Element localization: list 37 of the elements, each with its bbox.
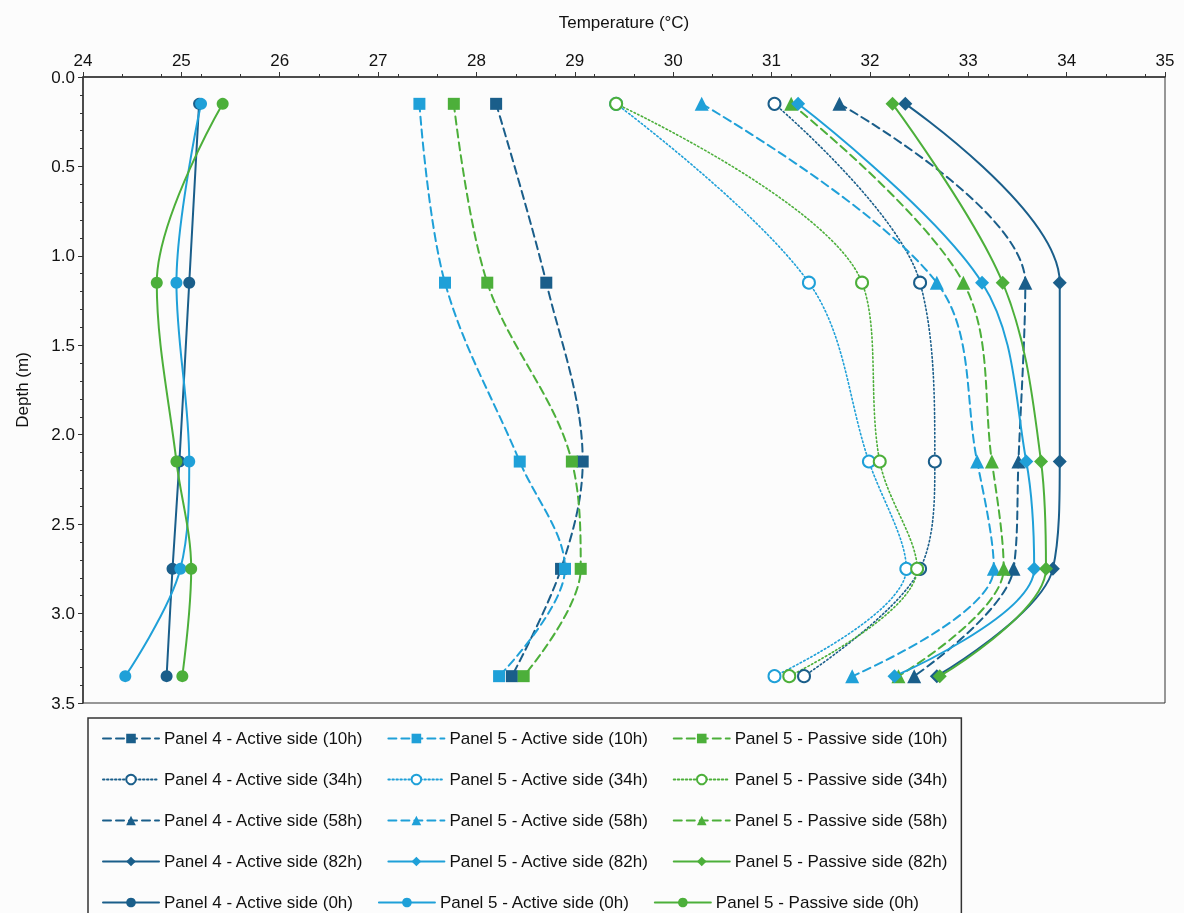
y-tick-label: 3.5 [51, 693, 75, 713]
y-tick-label: 1.5 [51, 335, 75, 355]
legend-label: Panel 4 - Active side (0h) [164, 893, 353, 912]
x-tick-label: 24 [73, 51, 93, 70]
y-axis-title: Depth (m) [13, 352, 32, 428]
y-tick-label: 1.0 [51, 246, 75, 266]
legend-label: Panel 5 - Active side (82h) [449, 852, 648, 871]
legend-label: Panel 4 - Active side (82h) [164, 852, 363, 871]
legend-label: Panel 5 - Passive side (58h) [734, 811, 948, 830]
x-tick-label: 27 [368, 51, 388, 70]
y-tick-label: 2.5 [51, 514, 75, 534]
x-tick-label: 35 [1155, 51, 1175, 70]
x-tick-label: 33 [958, 51, 978, 70]
x-tick-label: 31 [762, 51, 782, 70]
legend-label: Panel 4 - Active side (10h) [164, 729, 363, 748]
x-tick-label: 25 [171, 51, 191, 70]
x-tick-label: 29 [565, 51, 585, 70]
legend-label: Panel 5 - Passive side (0h) [715, 893, 919, 912]
x-tick-label: 28 [466, 51, 486, 70]
legend-label: Panel 5 - Passive side (82h) [734, 852, 948, 871]
legend-label: Panel 5 - Active side (58h) [449, 811, 648, 830]
legend-label: Panel 5 - Passive side (34h) [734, 770, 948, 789]
y-tick-label: 0.0 [51, 67, 75, 87]
y-tick-label: 2.0 [51, 425, 75, 445]
legend-label: Panel 4 - Active side (58h) [164, 811, 363, 830]
legend-label: Panel 5 - Passive side (10h) [734, 729, 948, 748]
legend-label: Panel 5 - Active side (10h) [449, 729, 648, 748]
legend-label: Panel 4 - Active side (34h) [164, 770, 363, 789]
x-tick-label: 26 [270, 51, 290, 70]
y-tick-label: 0.5 [51, 156, 75, 176]
legend-label: Panel 5 - Active side (34h) [449, 770, 648, 789]
y-tick-label: 3.0 [51, 604, 75, 624]
x-tick-label: 34 [1057, 51, 1077, 70]
x-tick-label: 32 [860, 51, 880, 70]
legend-label: Panel 5 - Active side (0h) [439, 893, 629, 912]
x-tick-label: 30 [663, 51, 683, 70]
x-axis-title: Temperature (°C) [558, 13, 690, 32]
